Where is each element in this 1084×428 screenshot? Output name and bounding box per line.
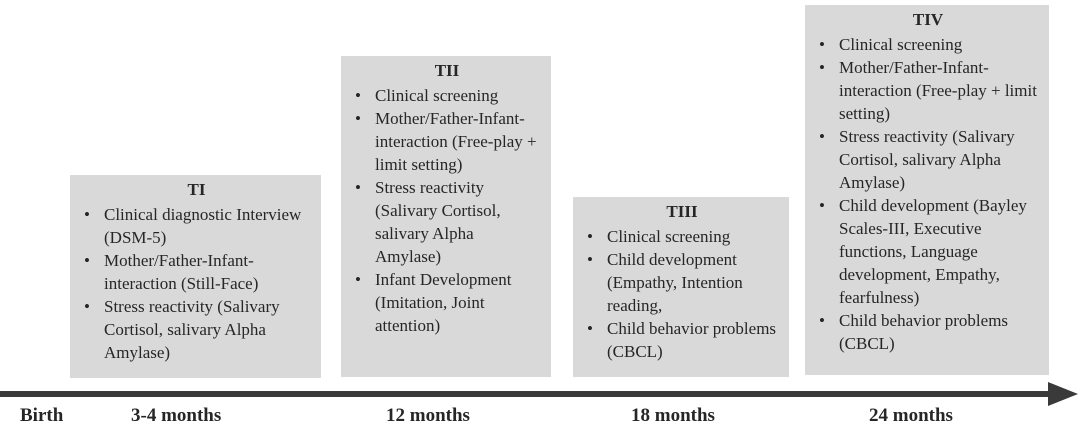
list-item: Child development (Empathy, Intention re…	[583, 248, 781, 317]
list-item: Child development (Bayley Scales-III, Ex…	[815, 194, 1041, 309]
list-item: Child behavior problems (CBCL)	[583, 317, 781, 363]
list-item: Infant Development (Imitation, Joint att…	[351, 268, 543, 337]
arrowhead-icon	[1048, 382, 1078, 406]
list-item: Child behavior problems (CBCL)	[815, 309, 1041, 355]
timeline-label-3-4-months: 3-4 months	[131, 405, 222, 426]
list-item: Mother/Father-Infant-interaction (Still-…	[80, 249, 313, 295]
list-item: Clinical screening	[351, 84, 543, 107]
list-item: Mother/Father-Infant-interaction (Free-p…	[351, 107, 543, 176]
timepoint-box-tiv: TIV Clinical screening Mother/Father-Inf…	[805, 5, 1049, 375]
box-title: TII	[434, 61, 460, 80]
box-title: TIII	[666, 202, 698, 221]
timeline-label-18-months: 18 months	[631, 405, 715, 426]
box-title: TI	[187, 180, 206, 199]
timepoint-box-tii: TII Clinical screening Mother/Father-Inf…	[341, 56, 551, 377]
measure-list: Clinical screening Child development (Em…	[583, 225, 781, 363]
list-item: Clinical screening	[815, 33, 1041, 56]
box-title: TIV	[912, 10, 944, 29]
timeline-label-24-months: 24 months	[869, 405, 953, 426]
timeline-label-12-months: 12 months	[386, 405, 470, 426]
measure-list: Clinical screening Mother/Father-Infant-…	[351, 84, 543, 337]
list-item: Stress reactivity (Salivary Cortisol, sa…	[815, 125, 1041, 194]
list-item: Clinical screening	[583, 225, 781, 248]
measure-list: Clinical diagnostic Interview (DSM-5) Mo…	[80, 203, 313, 364]
list-item: Mother/Father-Infant-interaction (Free-p…	[815, 56, 1041, 125]
timepoint-box-tiii: TIII Clinical screening Child developmen…	[573, 197, 789, 377]
list-item: Stress reactivity (Salivary Cortisol, sa…	[80, 295, 313, 364]
measure-list: Clinical screening Mother/Father-Infant-…	[815, 33, 1041, 355]
timeline-label-birth: Birth	[20, 405, 64, 426]
timeline-arrow	[0, 382, 1078, 406]
list-item: Stress reactivity (Salivary Cortisol, sa…	[351, 176, 543, 268]
timepoint-box-ti: TI Clinical diagnostic Interview (DSM-5)…	[70, 175, 321, 378]
list-item: Clinical diagnostic Interview (DSM-5)	[80, 203, 313, 249]
